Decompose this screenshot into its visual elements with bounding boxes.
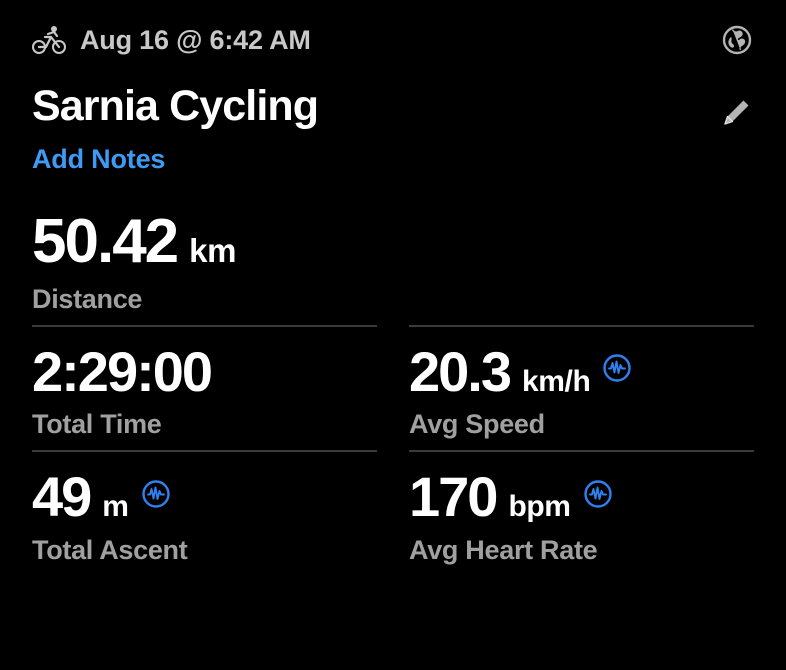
waveform-graph-icon[interactable]	[583, 479, 613, 509]
stat-unit: m	[102, 490, 129, 524]
activity-header: Aug 16 @ 6:42 AM	[32, 0, 754, 62]
stat-value-line: 49 m	[32, 468, 377, 527]
add-notes-link[interactable]: Add Notes	[32, 143, 166, 174]
stat-row-1: 2:29:00 Total Time 20.3 km/h Avg Speed	[32, 324, 754, 451]
stat-value: 49	[32, 465, 92, 529]
stat-total-time: 2:29:00 Total Time	[32, 324, 377, 451]
stat-value: 20.3	[409, 339, 512, 403]
stat-avg-speed: 20.3 km/h Avg Speed	[409, 324, 754, 451]
stat-value-line: 2:29:00	[32, 339, 377, 403]
stat-value: 2:29:00	[32, 339, 213, 403]
stat-value: 50.42	[32, 206, 179, 276]
stat-value-line: 50.42 km	[32, 206, 754, 276]
stat-unit: km/h	[522, 364, 591, 398]
stat-value: 170	[409, 465, 498, 529]
waveform-graph-icon[interactable]	[602, 353, 632, 383]
stat-value-line: 170 bpm	[409, 468, 754, 527]
waveform-graph-icon[interactable]	[141, 479, 171, 509]
stat-unit: bpm	[508, 490, 571, 524]
stat-avg-heart-rate: 170 bpm Avg Heart Rate	[409, 450, 754, 576]
stat-total-ascent: 49 m Total Ascent	[32, 450, 377, 576]
stat-label: Total Ascent	[32, 535, 188, 566]
stat-label: Total Time	[32, 409, 162, 440]
stat-distance: 50.42 km Distance	[32, 206, 754, 325]
stat-row-2: 49 m Total Ascent 170 bpm	[32, 450, 754, 576]
stat-value-line: 20.3 km/h	[409, 339, 754, 403]
cycling-icon	[32, 26, 66, 54]
stat-unit: km	[189, 231, 237, 269]
stat-label: Avg Heart Rate	[409, 535, 598, 566]
stat-label: Avg Speed	[409, 409, 545, 440]
page-title: Sarnia Cycling	[32, 82, 319, 130]
stats-section: 50.42 km Distance 2:29:00 Total Time 20.…	[32, 206, 754, 577]
title-texts: Sarnia Cycling Add Notes	[32, 82, 718, 175]
globe-icon[interactable]	[720, 23, 754, 57]
pencil-icon[interactable]	[718, 94, 754, 130]
stat-row-primary: 50.42 km Distance	[32, 206, 754, 325]
title-row: Sarnia Cycling Add Notes	[32, 82, 754, 175]
activity-date: Aug 16 @ 6:42 AM	[80, 24, 311, 55]
stat-label: Distance	[32, 283, 143, 314]
